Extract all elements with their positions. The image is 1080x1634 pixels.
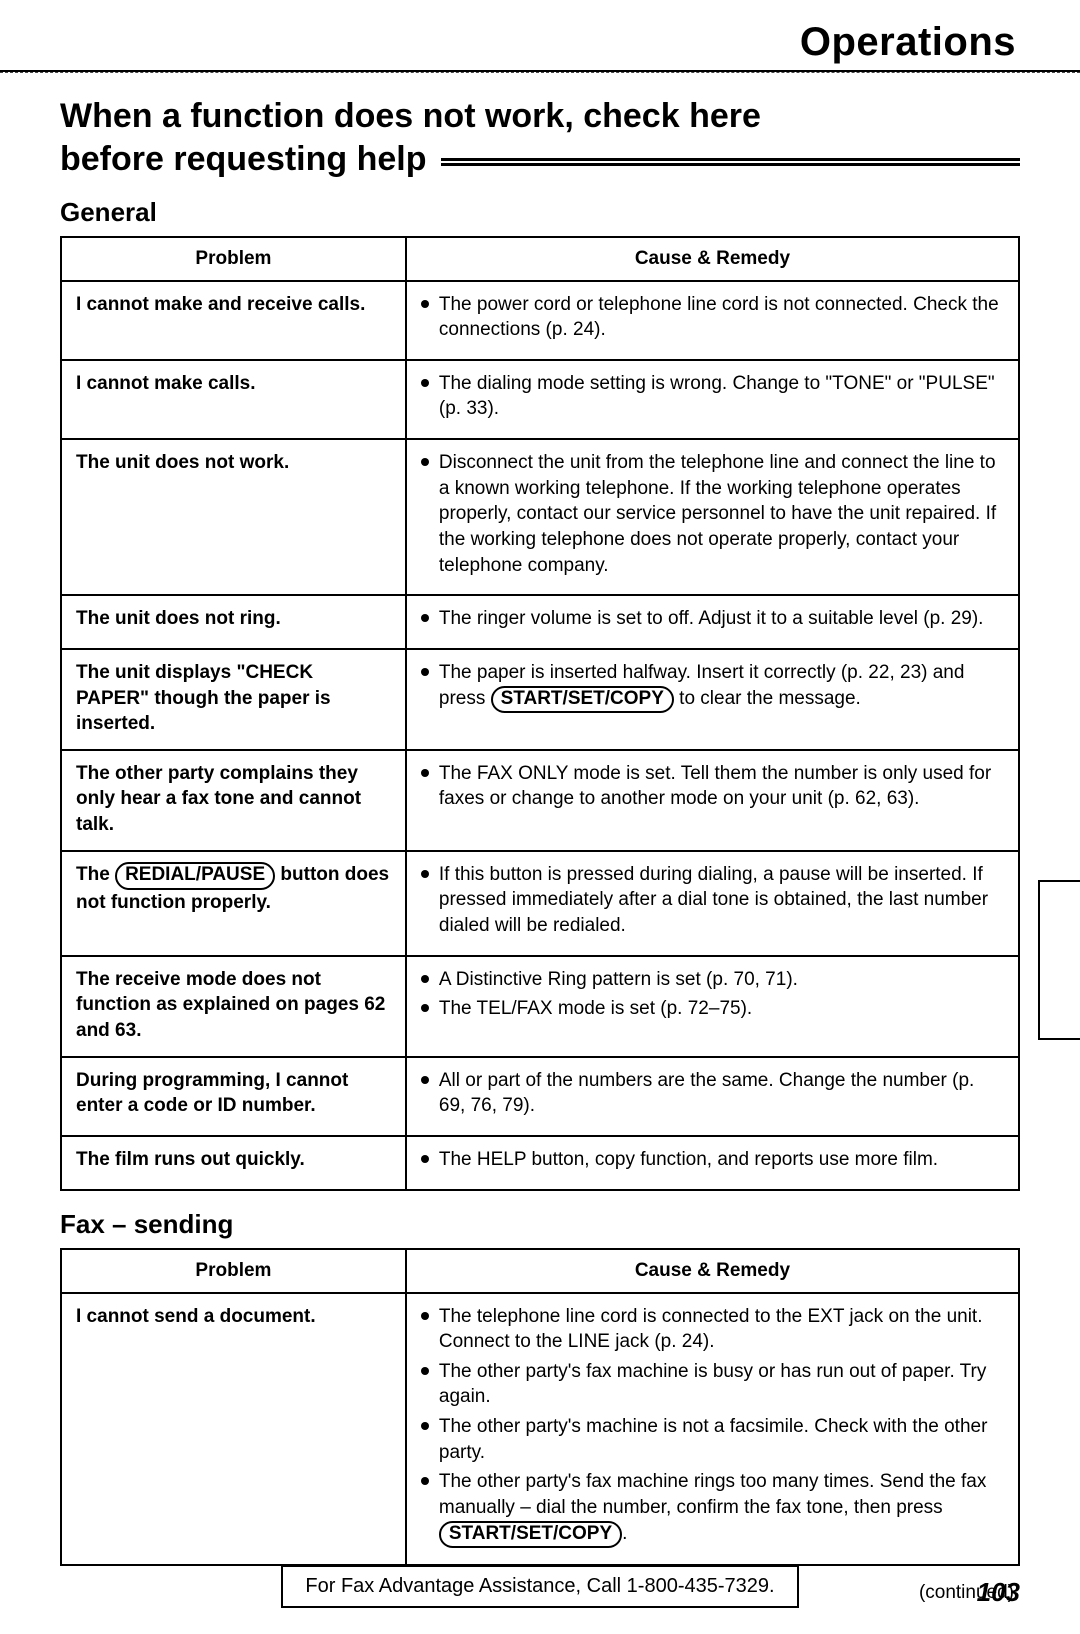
- remedy-cell: The paper is inserted halfway. Insert it…: [406, 649, 1019, 750]
- remedy-cell: Disconnect the unit from the telephone l…: [406, 439, 1019, 595]
- problem-cell: The other party complains they only hear…: [61, 750, 406, 851]
- col-header-problem: Problem: [61, 1249, 406, 1293]
- remedy-item: The other party's fax machine rings too …: [421, 1469, 1004, 1548]
- remedy-item: All or part of the numbers are the same.…: [421, 1068, 1004, 1119]
- remedy-item: A Distinctive Ring pattern is set (p. 70…: [421, 967, 1004, 993]
- table-row: The film runs out quickly. The HELP butto…: [61, 1136, 1019, 1190]
- remedy-list: All or part of the numbers are the same.…: [421, 1068, 1004, 1119]
- table-row: I cannot send a document. The telephone l…: [61, 1293, 1019, 1566]
- page-number: 103: [977, 1577, 1020, 1608]
- remedy-list: Disconnect the unit from the telephone l…: [421, 450, 1004, 578]
- remedy-item: The other party's fax machine is busy or…: [421, 1359, 1004, 1410]
- table-row: The receive mode does not function as ex…: [61, 956, 1019, 1057]
- remedy-list: The paper is inserted halfway. Insert it…: [421, 660, 1004, 713]
- remedy-item: Disconnect the unit from the telephone l…: [421, 450, 1004, 578]
- table-row: I cannot make calls. The dialing mode set…: [61, 360, 1019, 439]
- table-fax-sending: Problem Cause & Remedy I cannot send a d…: [60, 1248, 1020, 1567]
- remedy-cell: The dialing mode setting is wrong. Chang…: [406, 360, 1019, 439]
- table-row: During programming, I cannot enter a cod…: [61, 1057, 1019, 1136]
- main-heading-row2: before requesting help: [60, 140, 1020, 179]
- footer-assist-box: For Fax Advantage Assistance, Call 1-800…: [281, 1565, 798, 1608]
- problem-cell: The unit does not ring.: [61, 595, 406, 649]
- keycap: REDIAL/PAUSE: [115, 862, 275, 890]
- problem-cell: During programming, I cannot enter a cod…: [61, 1057, 406, 1136]
- table-row: The unit does not work.Disconnect the un…: [61, 439, 1019, 595]
- table-row: The REDIAL/PAUSE button does not functio…: [61, 851, 1019, 956]
- keycap: START/SET/COPY: [491, 686, 674, 714]
- remedy-item: The telephone line cord is connected to …: [421, 1304, 1004, 1355]
- table-general: Problem Cause & Remedy I cannot make and…: [60, 236, 1020, 1191]
- remedy-cell: If this button is pressed during dialing…: [406, 851, 1019, 956]
- problem-cell: The unit displays "CHECK PAPER" though t…: [61, 649, 406, 750]
- table-row: The unit does not ring. The ringer volume…: [61, 595, 1019, 649]
- remedy-item: The TEL/FAX mode is set (p. 72–75).: [421, 996, 1004, 1022]
- remedy-cell: A Distinctive Ring pattern is set (p. 70…: [406, 956, 1019, 1057]
- problem-cell: I cannot send a document.: [61, 1293, 406, 1566]
- remedy-list: The FAX ONLY mode is set. Tell them the …: [421, 761, 1004, 812]
- remedy-list: The dialing mode setting is wrong. Chang…: [421, 371, 1004, 422]
- remedy-cell: The ringer volume is set to off. Adjust …: [406, 595, 1019, 649]
- footer: For Fax Advantage Assistance, Call 1-800…: [60, 1565, 1020, 1608]
- side-tab: [1038, 880, 1080, 1040]
- table-row: I cannot make and receive calls. The powe…: [61, 281, 1019, 360]
- remedy-item: The HELP button, copy function, and repo…: [421, 1147, 1004, 1173]
- main-heading-line1: When a function does not work, check her…: [60, 95, 1020, 138]
- table-row: The unit displays "CHECK PAPER" though t…: [61, 649, 1019, 750]
- header-rule: [0, 70, 1080, 73]
- remedy-item: The dialing mode setting is wrong. Chang…: [421, 371, 1004, 422]
- section-title-fax-sending: Fax – sending: [60, 1209, 1020, 1240]
- remedy-item: The FAX ONLY mode is set. Tell them the …: [421, 761, 1004, 812]
- remedy-item: If this button is pressed during dialing…: [421, 862, 1004, 939]
- remedy-list: A Distinctive Ring pattern is set (p. 70…: [421, 967, 1004, 1022]
- problem-cell: The receive mode does not function as ex…: [61, 956, 406, 1057]
- remedy-cell: The power cord or telephone line cord is…: [406, 281, 1019, 360]
- remedy-list: The power cord or telephone line cord is…: [421, 292, 1004, 343]
- remedy-cell: The FAX ONLY mode is set. Tell them the …: [406, 750, 1019, 851]
- remedy-item: The ringer volume is set to off. Adjust …: [421, 606, 1004, 632]
- problem-cell: The film runs out quickly.: [61, 1136, 406, 1190]
- remedy-cell: All or part of the numbers are the same.…: [406, 1057, 1019, 1136]
- remedy-item: The power cord or telephone line cord is…: [421, 292, 1004, 343]
- keycap: START/SET/COPY: [439, 1521, 622, 1549]
- remedy-list: The HELP button, copy function, and repo…: [421, 1147, 1004, 1173]
- header-title: Operations: [60, 20, 1020, 65]
- problem-cell: The unit does not work.: [61, 439, 406, 595]
- remedy-cell: The telephone line cord is connected to …: [406, 1293, 1019, 1566]
- col-header-remedy: Cause & Remedy: [406, 1249, 1019, 1293]
- problem-cell: I cannot make calls.: [61, 360, 406, 439]
- remedy-item: The other party's machine is not a facsi…: [421, 1414, 1004, 1465]
- heading-double-rule: [441, 158, 1021, 166]
- remedy-list: The ringer volume is set to off. Adjust …: [421, 606, 1004, 632]
- col-header-remedy: Cause & Remedy: [406, 237, 1019, 281]
- section-title-general: General: [60, 197, 1020, 228]
- col-header-problem: Problem: [61, 237, 406, 281]
- remedy-list: If this button is pressed during dialing…: [421, 862, 1004, 939]
- problem-cell: I cannot make and receive calls.: [61, 281, 406, 360]
- remedy-item: The paper is inserted halfway. Insert it…: [421, 660, 1004, 713]
- problem-cell: The REDIAL/PAUSE button does not functio…: [61, 851, 406, 956]
- remedy-list: The telephone line cord is connected to …: [421, 1304, 1004, 1549]
- main-heading-line2: before requesting help: [60, 140, 427, 179]
- table-row: The other party complains they only hear…: [61, 750, 1019, 851]
- remedy-cell: The HELP button, copy function, and repo…: [406, 1136, 1019, 1190]
